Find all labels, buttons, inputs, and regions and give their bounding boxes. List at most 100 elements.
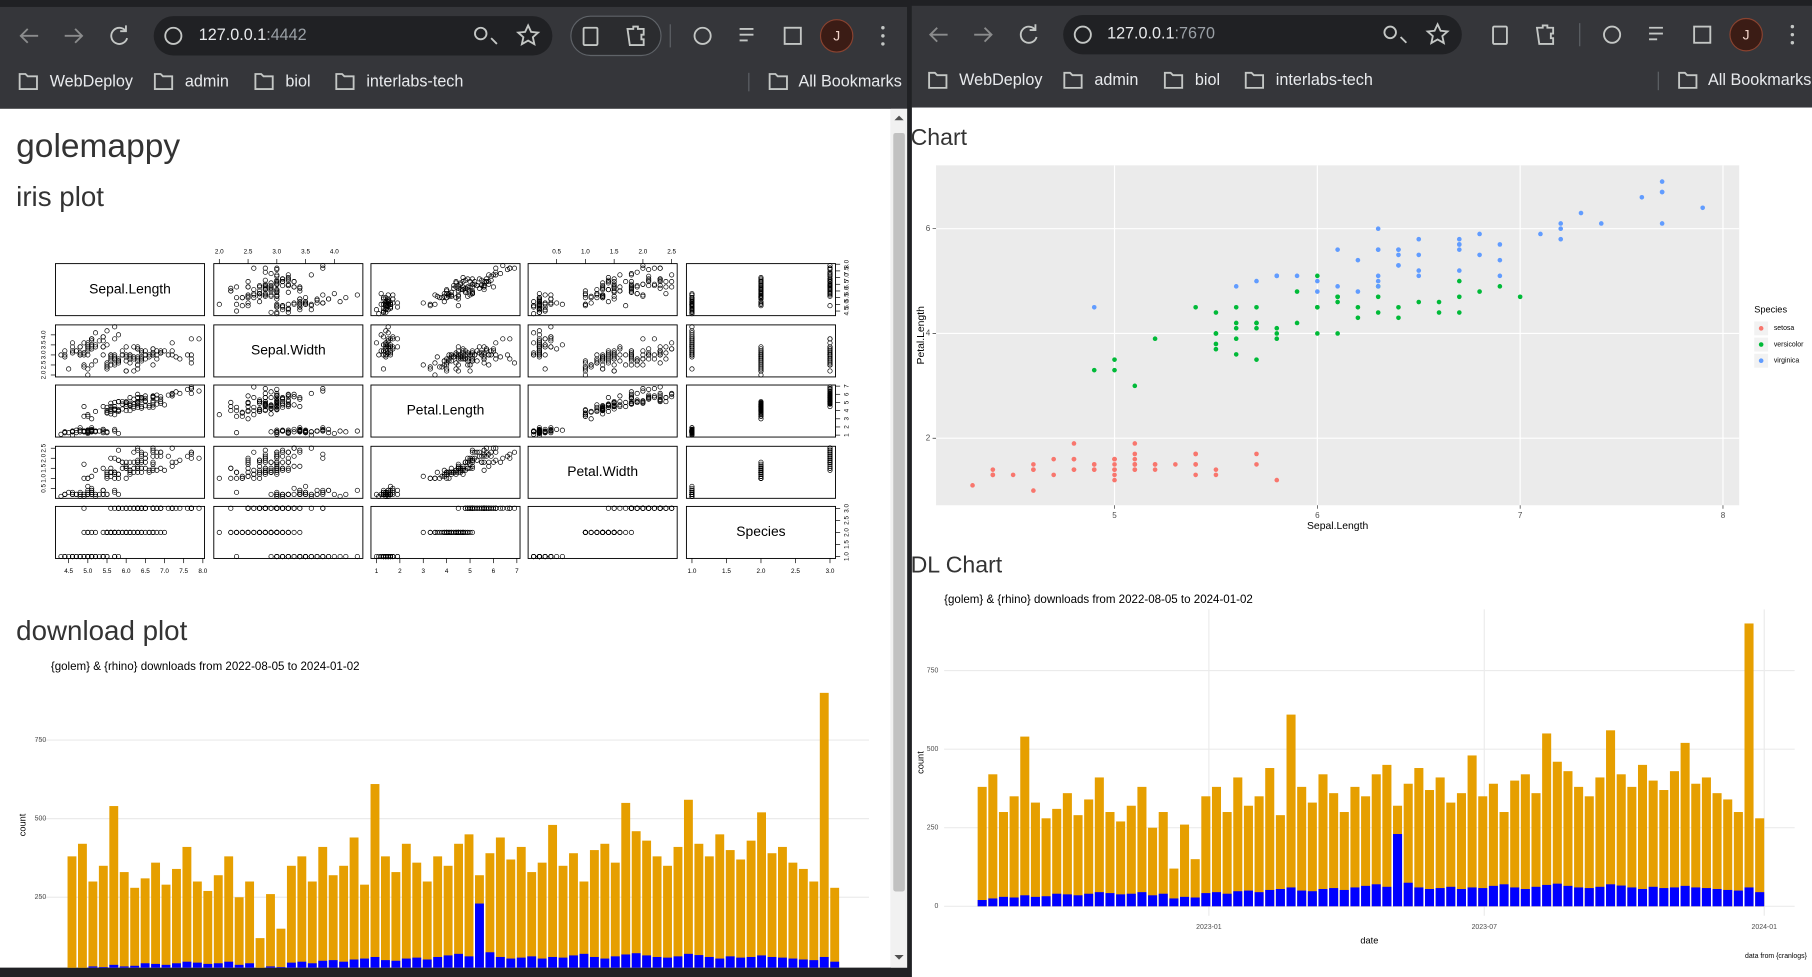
reload-button[interactable] — [1019, 24, 1038, 44]
folder-icon[interactable] — [928, 71, 948, 89]
pairs-point — [280, 303, 286, 309]
bookmark[interactable]: interlabs-tech — [366, 72, 463, 90]
bookmark[interactable]: interlabs-tech — [1276, 71, 1373, 89]
back-button[interactable] — [928, 27, 948, 43]
pairs-point — [663, 284, 669, 290]
bookmark[interactable]: WebDeploy — [959, 71, 1043, 89]
pairs-point — [383, 352, 389, 358]
pairs-point — [383, 328, 389, 334]
site-info-icon[interactable] — [1073, 25, 1092, 44]
pairs-point — [343, 295, 349, 301]
pairs-point — [827, 292, 833, 298]
reload-button[interactable] — [110, 25, 129, 45]
media-icon[interactable] — [1649, 26, 1663, 41]
point — [1233, 336, 1239, 342]
pairs-point — [689, 346, 695, 352]
pairs-point — [297, 449, 303, 455]
pairs-point — [112, 356, 118, 362]
bar — [683, 953, 693, 968]
pairs-point — [165, 453, 171, 459]
forward-button[interactable] — [974, 27, 993, 43]
folder-icon[interactable] — [153, 73, 174, 90]
bar — [1637, 889, 1648, 907]
bar — [1158, 893, 1168, 907]
extensions-icon[interactable] — [1535, 24, 1555, 45]
pairs-panel — [213, 445, 364, 499]
pairs-panel — [55, 384, 206, 438]
bookmark[interactable]: biol — [1195, 71, 1220, 89]
pairs-point — [548, 324, 554, 330]
pairs-point — [617, 288, 623, 294]
forward-button[interactable] — [64, 28, 84, 44]
pairs-panel — [527, 324, 678, 378]
bar — [1030, 802, 1040, 907]
address-bar[interactable] — [1063, 15, 1462, 55]
side-panel-icon[interactable] — [783, 26, 802, 45]
pairs-point — [657, 283, 663, 289]
pairs-point — [394, 491, 401, 497]
folder-icon[interactable] — [1163, 71, 1184, 89]
bookmark-star[interactable] — [515, 23, 541, 47]
folder-icon[interactable] — [18, 73, 38, 90]
bookmark[interactable]: biol — [285, 72, 310, 90]
pairs-point — [600, 354, 606, 360]
pairs-point — [483, 279, 489, 285]
pairs-point — [285, 301, 291, 307]
pairs-point — [827, 283, 833, 289]
all-bookmarks[interactable]: All Bookmarks — [799, 72, 902, 90]
pairs-point — [483, 445, 489, 451]
folder-icon[interactable] — [1244, 71, 1265, 89]
bar — [1222, 812, 1232, 907]
pairs-point — [582, 360, 588, 366]
side-panel-icon[interactable] — [1693, 25, 1712, 44]
pairs-point — [758, 350, 764, 356]
all-bookmarks[interactable]: All Bookmarks — [1708, 71, 1811, 89]
address-bar[interactable] — [153, 16, 553, 56]
bar — [454, 843, 464, 968]
bookmark[interactable]: WebDeploy — [50, 72, 134, 90]
pairs-point — [536, 344, 542, 350]
folder-icon[interactable] — [335, 73, 355, 90]
folder-icon[interactable] — [1063, 71, 1083, 89]
pairs-point — [640, 293, 646, 299]
tick-label: 8.0 — [844, 259, 851, 268]
zoom-icon[interactable] — [1383, 25, 1408, 44]
media-icon[interactable] — [739, 27, 754, 42]
point — [1112, 472, 1117, 478]
left-page: golemappy iris plot download plot Sepal.… — [0, 108, 891, 968]
scrollbar-thumb[interactable] — [893, 132, 905, 892]
back-button[interactable] — [19, 28, 39, 44]
pairs-point — [285, 459, 291, 465]
browser-chrome: 127.0.0.1:7670 J WebDeploy admin biol inter… — [909, 0, 1812, 108]
folder-icon[interactable] — [254, 73, 274, 90]
bookmark[interactable]: admin — [1094, 71, 1138, 89]
pairs-point — [689, 307, 695, 313]
pairs-point — [320, 427, 326, 433]
extension-icon[interactable] — [582, 26, 599, 47]
point — [1456, 294, 1462, 300]
tick-label: 3 — [844, 417, 851, 421]
pairs-point — [77, 553, 83, 560]
profile-avatar[interactable] — [819, 19, 854, 53]
bar — [548, 824, 558, 968]
pairs-point — [135, 445, 141, 451]
bar — [1169, 868, 1179, 907]
bookmark[interactable]: admin — [185, 72, 229, 90]
zoom-icon[interactable] — [474, 26, 498, 45]
pairs-point — [135, 469, 141, 475]
toolbar-icon[interactable] — [1603, 25, 1622, 44]
pairs-point — [142, 529, 148, 535]
extension-icon[interactable] — [1492, 25, 1508, 45]
pairs-point — [131, 344, 137, 350]
extensions-icon[interactable] — [626, 25, 645, 47]
site-info-icon[interactable] — [164, 26, 183, 45]
pairs-point — [104, 491, 110, 497]
toolbar-icon[interactable] — [693, 26, 712, 45]
profile-avatar[interactable] — [1729, 17, 1763, 52]
pairs-point — [394, 300, 401, 306]
folder-icon[interactable] — [1678, 71, 1698, 89]
bookmark-star[interactable] — [1425, 22, 1450, 45]
folder-icon[interactable] — [768, 73, 788, 90]
pairs-point — [640, 505, 646, 511]
point — [1071, 467, 1077, 472]
